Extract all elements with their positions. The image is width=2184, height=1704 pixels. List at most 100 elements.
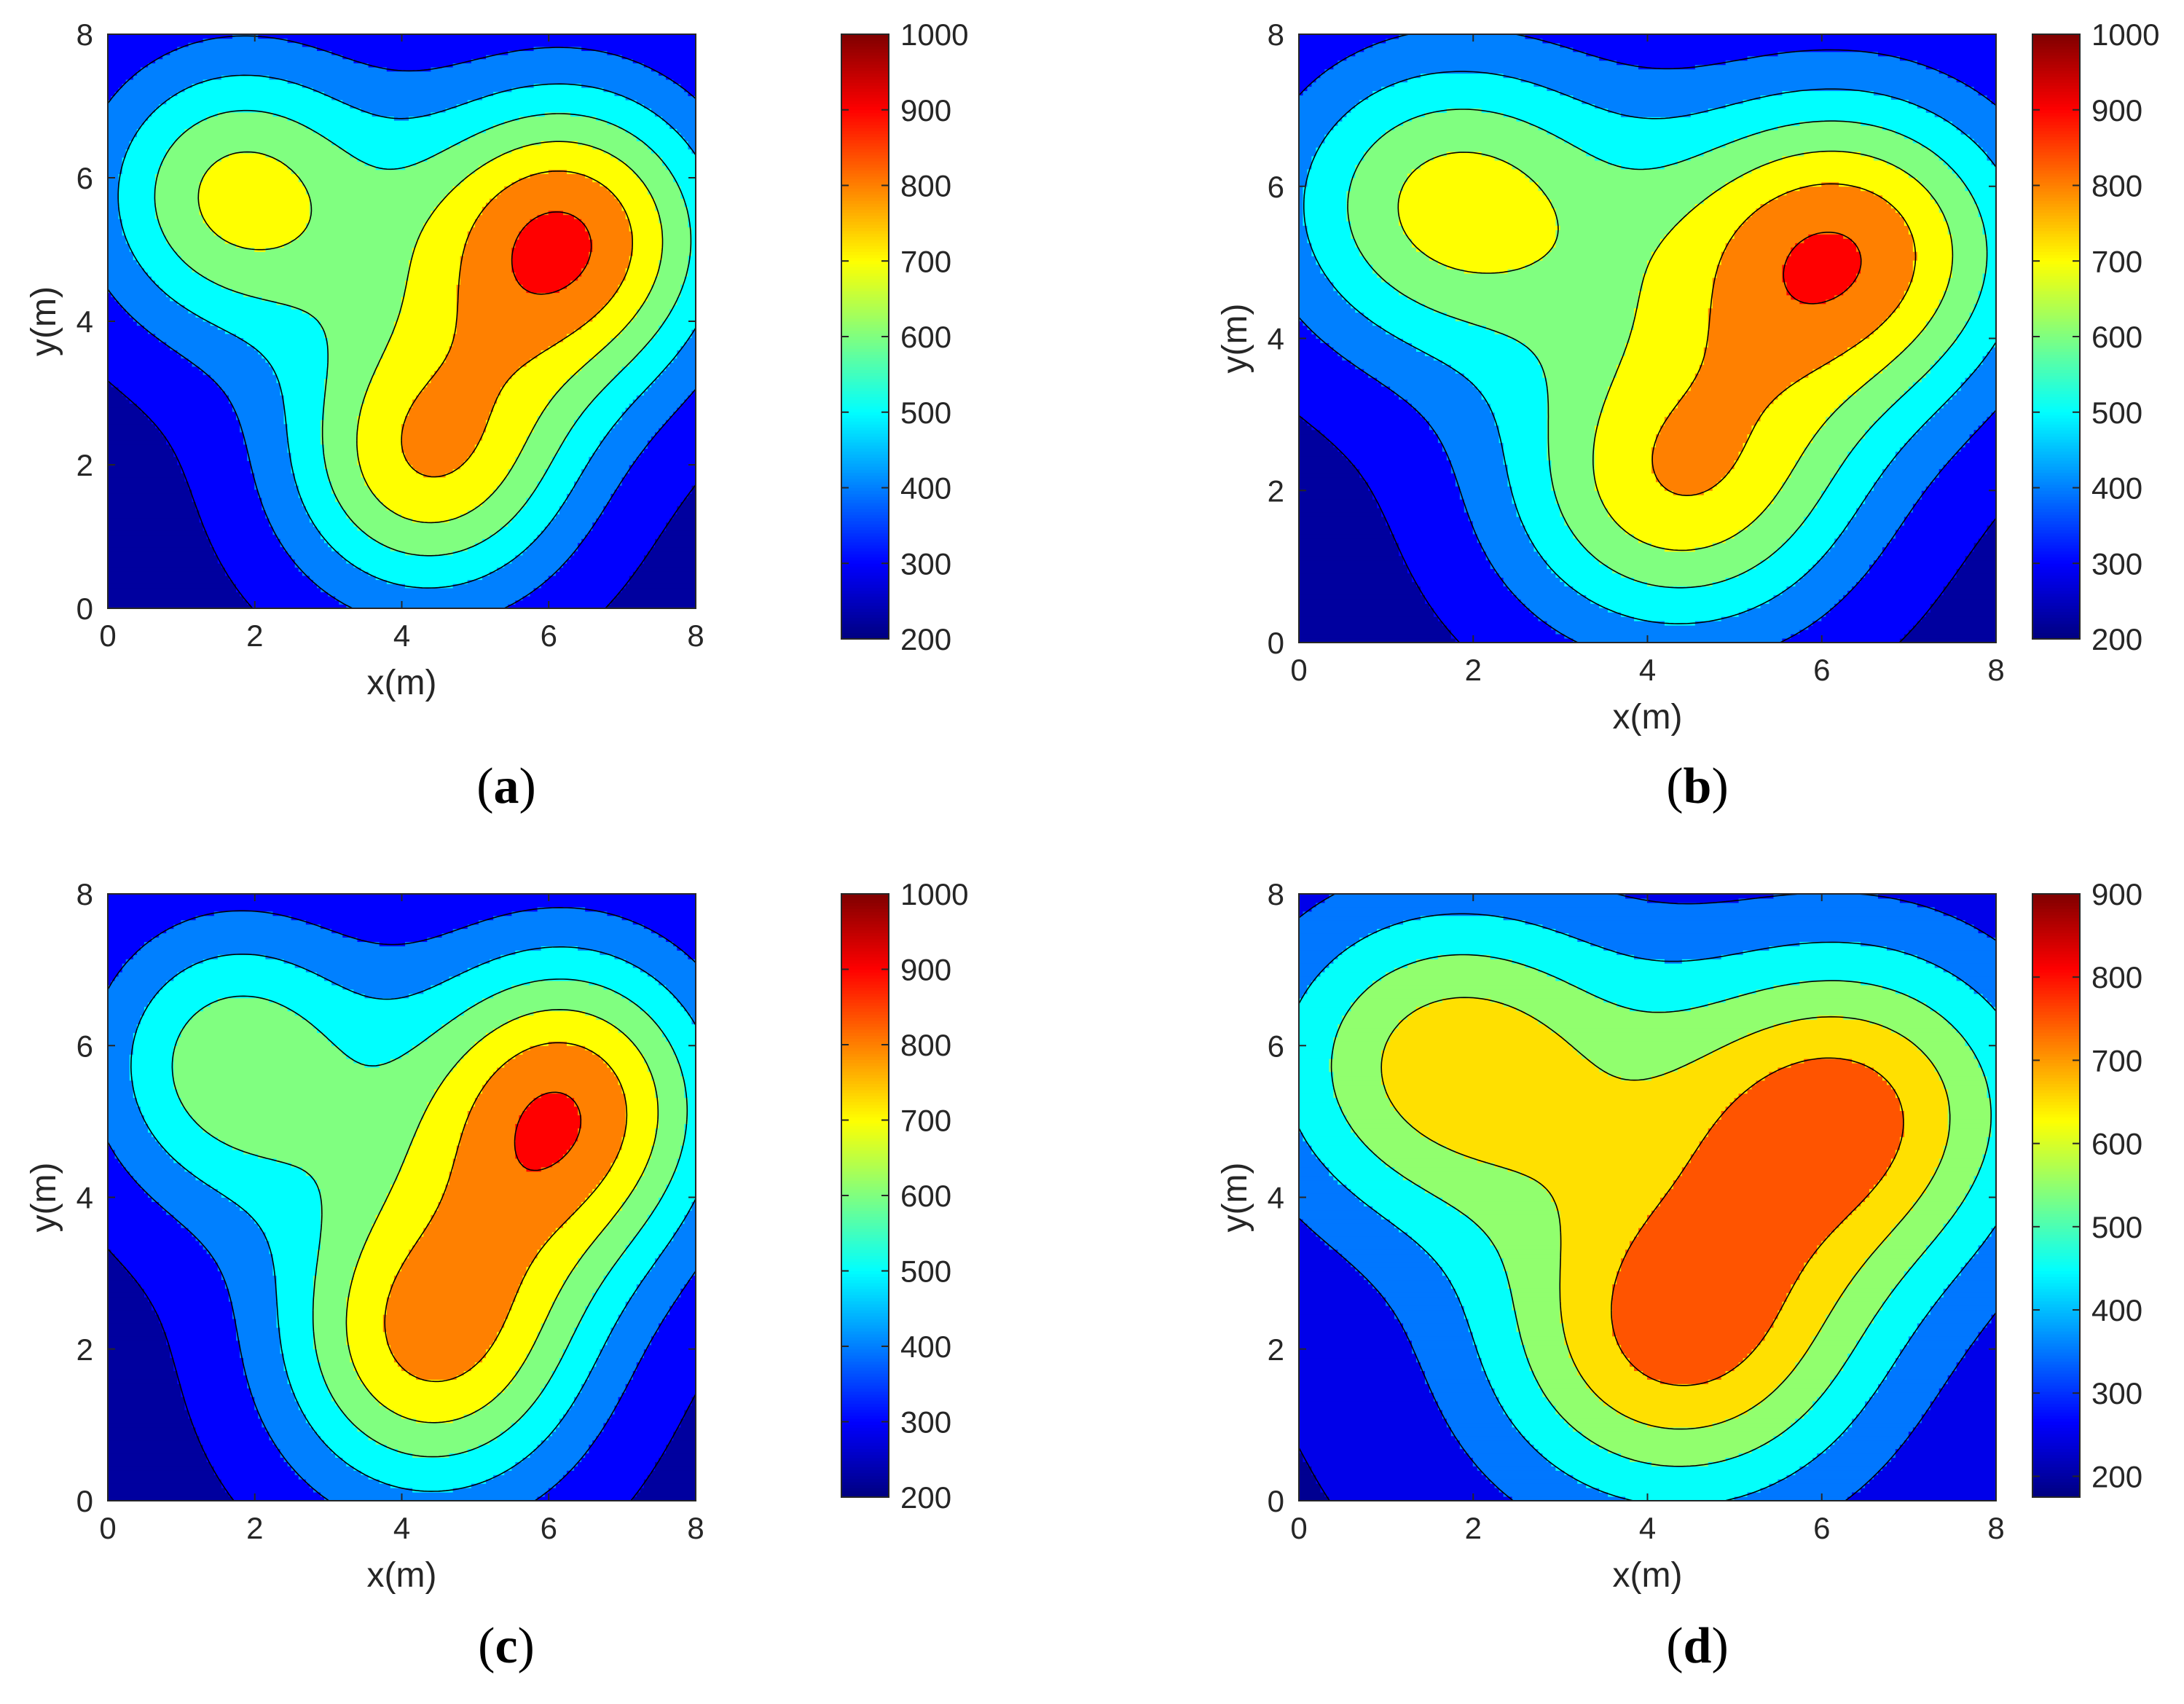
contour-line-a-3 bbox=[154, 109, 692, 557]
x-tick-label: 6 bbox=[1813, 653, 1830, 687]
colorbar-tick-label: 500 bbox=[2091, 396, 2142, 430]
colorbar-tick-label: 300 bbox=[900, 1405, 951, 1440]
colorbar-tick-label: 800 bbox=[900, 1028, 951, 1062]
contour-field-d bbox=[1299, 894, 1996, 1501]
colorbar-tick-label: 300 bbox=[900, 546, 951, 581]
colorbar-tick-label: 700 bbox=[900, 1104, 951, 1138]
x-tick-label: 0 bbox=[99, 1511, 116, 1545]
contour-line-c-6 bbox=[514, 1091, 582, 1171]
x-tick-label: 6 bbox=[541, 619, 557, 653]
colorbar-tick-label: 300 bbox=[2091, 546, 2142, 581]
contour-line-a-6 bbox=[511, 211, 592, 295]
contour-line-a-1 bbox=[108, 35, 696, 608]
y-tick-label: 4 bbox=[1268, 322, 1284, 356]
colorbar-tick-label: 500 bbox=[900, 1255, 951, 1289]
colorbar-tick-label: 800 bbox=[2091, 169, 2142, 203]
x-tick-label: 8 bbox=[1987, 653, 2004, 687]
x-axis-label: x(m) bbox=[1613, 1556, 1683, 1595]
colorbar-a: 200 300 400 500 600 700 800 900 1000 bbox=[841, 17, 968, 656]
panel-d: 0 2 4 6 8 0 2 4 6 8 x(m) y(m) 200 300 400 500 600 700 800 9… bbox=[1216, 877, 2142, 1674]
y-tick-label: 4 bbox=[76, 1181, 93, 1215]
x-tick-label: 0 bbox=[99, 619, 116, 653]
x-tick-label: 4 bbox=[393, 1511, 410, 1545]
y-tick-label: 0 bbox=[76, 1484, 93, 1518]
panel-c: 0 2 4 6 8 0 2 4 6 8 x(m) y(m) 200 300 400 500 600 700 800 9… bbox=[25, 877, 968, 1674]
y-tick-label: 2 bbox=[1268, 1332, 1284, 1367]
y-tick-label: 8 bbox=[76, 17, 93, 52]
y-axis-label: y(m) bbox=[1216, 1163, 1254, 1233]
colorbar-b: 200 300 400 500 600 700 800 900 1000 bbox=[2032, 17, 2159, 656]
y-tick-label: 8 bbox=[76, 877, 93, 911]
x-tick-label: 4 bbox=[393, 619, 410, 653]
x-tick-label: 0 bbox=[1290, 1511, 1307, 1545]
y-tick-label: 8 bbox=[1268, 17, 1284, 52]
y-axis-label: y(m) bbox=[1216, 304, 1254, 374]
y-tick-label: 6 bbox=[76, 161, 93, 195]
x-axis-label: x(m) bbox=[367, 1556, 437, 1595]
y-tick-label: 0 bbox=[76, 592, 93, 626]
colorbar-tick-label: 600 bbox=[900, 320, 951, 354]
x-axis-label: x(m) bbox=[367, 664, 437, 702]
contour-line-b-2 bbox=[1303, 71, 1996, 624]
x-tick-label: 8 bbox=[687, 619, 704, 653]
x-tick-label: 4 bbox=[1639, 653, 1656, 687]
contour-line-d-1 bbox=[1299, 894, 1996, 1501]
x-tick-label: 6 bbox=[1813, 1511, 1830, 1545]
colorbar-tick-label: 200 bbox=[2091, 622, 2142, 656]
colorbar-d: 200 300 400 500 600 700 800 900 bbox=[2032, 877, 2142, 1498]
colorbar-tick-label: 400 bbox=[900, 1330, 951, 1364]
colorbar-tick-label: 1000 bbox=[2091, 17, 2159, 52]
panel-a: 0 2 4 6 8 0 2 4 6 8 x(m) y(m) 200 300 400 500 600 700 800 9… bbox=[25, 17, 968, 814]
contour-line-d-5 bbox=[1611, 1057, 1904, 1386]
contour-field-b bbox=[1299, 34, 1996, 643]
contour-line-b-5 bbox=[1651, 183, 1917, 496]
colorbar-tick-label: 700 bbox=[2091, 244, 2142, 278]
contour-line-d-2 bbox=[1299, 913, 1996, 1501]
y-axis-label: y(m) bbox=[25, 1163, 63, 1233]
x-tick-label: 2 bbox=[246, 1511, 263, 1545]
colorbar-tick-label: 1000 bbox=[900, 17, 968, 52]
x-tick-label: 8 bbox=[1987, 1511, 2004, 1545]
contour-line-c-3 bbox=[171, 978, 688, 1458]
panel-caption: (d) bbox=[1666, 1618, 1729, 1674]
y-tick-label: 4 bbox=[76, 305, 93, 339]
colorbar-tick-label: 500 bbox=[2091, 1210, 2142, 1244]
contour-line-b-0 bbox=[1299, 415, 1996, 643]
contour-line-a-0 bbox=[108, 380, 696, 608]
panel-caption: (a) bbox=[476, 758, 536, 814]
x-tick-label: 4 bbox=[1639, 1511, 1656, 1545]
contour-line-d-3 bbox=[1330, 954, 1992, 1467]
y-tick-label: 2 bbox=[76, 448, 93, 482]
colorbar-tick-label: 1000 bbox=[900, 877, 968, 911]
contour-field-c bbox=[108, 894, 696, 1501]
colorbar-tick-label: 500 bbox=[900, 396, 951, 430]
colorbar-tick-label: 600 bbox=[900, 1179, 951, 1213]
y-tick-label: 8 bbox=[1268, 877, 1284, 911]
contour-line-c-2 bbox=[130, 946, 696, 1492]
colorbar-tick-label: 200 bbox=[900, 1480, 951, 1515]
contour-line-a-5 bbox=[401, 170, 633, 478]
x-axis-label: x(m) bbox=[1613, 698, 1683, 737]
x-tick-label: 2 bbox=[1465, 653, 1482, 687]
colorbar-tick-label: 400 bbox=[900, 471, 951, 506]
colorbar-tick-label: 300 bbox=[2091, 1376, 2142, 1410]
contour-line-d-4 bbox=[1380, 997, 1951, 1430]
contour-line-c-1 bbox=[108, 907, 696, 1501]
colorbar-tick-label: 900 bbox=[900, 953, 951, 987]
colorbar-tick-label: 700 bbox=[900, 244, 951, 278]
panel-caption: (b) bbox=[1666, 758, 1729, 814]
panel-caption: (c) bbox=[478, 1618, 535, 1674]
colorbar-tick-label: 400 bbox=[2091, 471, 2142, 506]
colorbar-tick-label: 600 bbox=[2091, 1127, 2142, 1161]
contour-line-c-0 bbox=[108, 1248, 696, 1501]
contour-line-c-4 bbox=[345, 1009, 659, 1424]
contour-line-b-3 bbox=[1347, 109, 1988, 589]
panel-b: 0 2 4 6 8 0 2 4 6 8 x(m) y(m) 200 300 400 500 600 700 800 9… bbox=[1216, 17, 2159, 814]
y-axis-label: y(m) bbox=[25, 286, 63, 356]
colorbar-tick-label: 900 bbox=[2091, 877, 2142, 911]
contour-line-b-6 bbox=[1783, 232, 1862, 305]
contour-line-b-4 bbox=[1397, 150, 1954, 551]
colorbar-tick-label: 900 bbox=[900, 93, 951, 127]
y-tick-label: 2 bbox=[1268, 474, 1284, 508]
x-tick-label: 2 bbox=[246, 619, 263, 653]
